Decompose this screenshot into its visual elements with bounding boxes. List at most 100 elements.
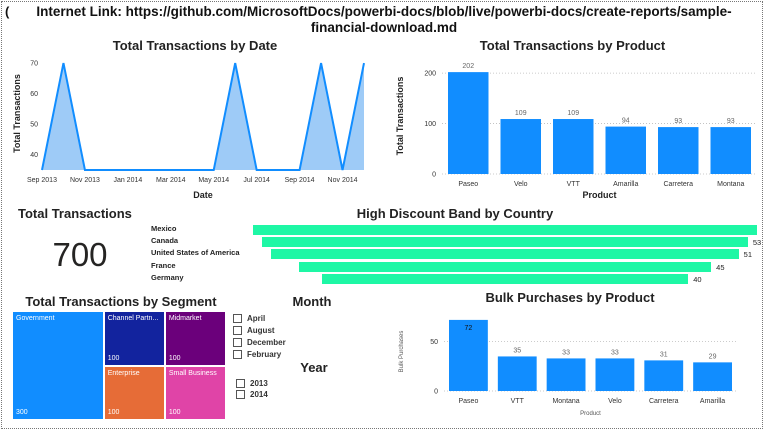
year-option-label: 2013 [250, 379, 268, 388]
y-axis-title: Total Transactions [395, 77, 405, 156]
year-option-2014[interactable]: 2014 [236, 390, 268, 399]
month-option-label: February [247, 350, 282, 359]
y-axis-title: Bulk Purchases [399, 331, 405, 373]
data-label: 109 [515, 110, 527, 117]
y-tick-label: 100 [424, 121, 436, 128]
kpi-title: Total Transactions [18, 206, 132, 221]
treemap-cell-small-business[interactable]: Small Business 100 [164, 365, 226, 420]
x-axis-title: Product [580, 411, 601, 416]
treemap-cell-label: Government [16, 315, 55, 322]
bar-carretera [658, 127, 699, 174]
x-tick-label: Amarilla [700, 398, 725, 405]
month-option-label: December [247, 338, 286, 347]
internet-link-banner[interactable]: Internet Link: https://github.com/Micros… [36, 4, 732, 35]
data-label: 29 [709, 353, 717, 360]
discount-title: High Discount Band by Country [356, 206, 554, 221]
by-product-chart[interactable]: 0 100 200 202 Paseo 109 Velo 109 VTT 94 Amarilla 93… [392, 52, 764, 202]
x-tick-label: Montana [717, 181, 744, 188]
checkbox-icon[interactable] [233, 314, 242, 323]
bar-carretera [644, 360, 684, 391]
segment-title: Total Transactions by Segment [25, 294, 217, 309]
data-label: 31 [660, 351, 668, 358]
treemap-cell-value: 100 [168, 354, 181, 362]
treemap-cell-label: Small Business [168, 369, 217, 377]
x-tick-label: Sep 2013 [27, 177, 57, 184]
y-tick-label: 40 [30, 152, 38, 159]
checkbox-icon[interactable] [233, 350, 242, 359]
x-axis-title: Date [193, 190, 213, 200]
y-tick-label: 60 [30, 91, 38, 98]
bar-montana [710, 127, 751, 174]
bar-paseo [448, 72, 489, 174]
checkbox-icon[interactable] [236, 379, 245, 388]
month-option-december[interactable]: December [233, 338, 286, 347]
x-tick-label: Mar 2014 [156, 177, 186, 184]
month-option-february[interactable]: February [233, 350, 281, 359]
bulk-chart[interactable]: 0 50 72 Paseo 35 VTT 33 Montana 33 Velo 31 Carreter… [392, 310, 764, 416]
data-label: 202 [462, 63, 474, 70]
segment-treemap[interactable]: Government 300 Channel Partn... 100 Midmarke… [12, 311, 226, 420]
kpi-value: 700 [52, 236, 108, 273]
y-tick-label: 200 [424, 71, 436, 78]
y-tick-label: 50 [430, 339, 438, 346]
treemap-cell-label: Midmarket [168, 315, 202, 322]
x-tick-label: Jan 2014 [113, 177, 142, 184]
series-line [41, 62, 365, 171]
x-tick-label: Nov 2014 [328, 177, 358, 184]
y-tick-label: 0 [432, 172, 436, 179]
x-tick-label: Paseo [458, 181, 478, 188]
bar-velo [500, 119, 541, 174]
month-option-label: August [247, 326, 275, 335]
x-tick-label: Jul 2014 [243, 177, 270, 184]
bar-amarilla [693, 362, 732, 391]
y-tick-label: 50 [30, 122, 38, 129]
treemap-cell-value: 100 [107, 354, 120, 362]
left-bracket-glyph: ( [5, 4, 10, 19]
month-option-label: April [247, 314, 266, 323]
month-option-april[interactable]: April [233, 314, 265, 323]
data-label: 33 [611, 349, 619, 356]
treemap-cell-value: 300 [16, 409, 28, 416]
bar-montana [546, 358, 586, 391]
data-label: 94 [622, 118, 630, 125]
treemap-cell-value: 100 [107, 409, 120, 416]
treemap-cell-value: 100 [168, 409, 181, 416]
x-tick-label: Carretera [649, 398, 679, 405]
x-tick-label: Velo [608, 398, 622, 405]
month-option-august[interactable]: August [233, 326, 275, 335]
x-tick-label: Nov 2013 [70, 177, 100, 184]
treemap-cell-label: Enterprise [107, 369, 140, 377]
treemap-cell-government[interactable]: Government 300 [12, 311, 104, 420]
by-date-title: Total Transactions by Date [112, 38, 278, 53]
x-axis-title: Product [582, 190, 616, 200]
treemap-cell-label: Channel Partn... [107, 315, 159, 322]
data-label: 35 [513, 347, 521, 354]
x-tick-label: Montana [552, 398, 579, 405]
x-tick-label: May 2014 [198, 177, 229, 184]
year-slicer-title: Year [300, 360, 328, 375]
x-tick-label: Carretera [663, 181, 693, 188]
y-tick-label: 0 [434, 389, 438, 396]
x-tick-label: Sep 2014 [285, 177, 315, 184]
year-option-label: 2014 [250, 390, 268, 399]
treemap-cell-channel-partn[interactable]: Channel Partn... 100 [103, 311, 165, 366]
bar-paseo [449, 319, 488, 391]
bulk-title: Bulk Purchases by Product [485, 290, 655, 305]
checkbox-icon[interactable] [233, 326, 242, 335]
data-label: 93 [674, 118, 682, 125]
treemap-cell-enterprise[interactable]: Enterprise 100 [103, 365, 165, 420]
by-product-title: Total Transactions by Product [479, 38, 666, 53]
checkbox-icon[interactable] [233, 338, 242, 347]
treemap-cell-midmarket[interactable]: Midmarket 100 [164, 311, 226, 366]
bar-amarilla [605, 126, 646, 174]
bar-vtt [553, 119, 594, 174]
by-date-chart[interactable]: 40 50 60 70 Sep 2013 Nov 2013 Jan 2014 Mar 2014… [6, 52, 372, 202]
y-axis-title: Total Transactions [12, 74, 22, 153]
area-fill [42, 63, 364, 170]
year-option-2013[interactable]: 2013 [236, 379, 268, 388]
x-tick-label: VTT [567, 181, 581, 188]
data-label: 93 [727, 118, 735, 125]
checkbox-icon[interactable] [236, 390, 245, 399]
x-tick-label: VTT [511, 398, 525, 405]
